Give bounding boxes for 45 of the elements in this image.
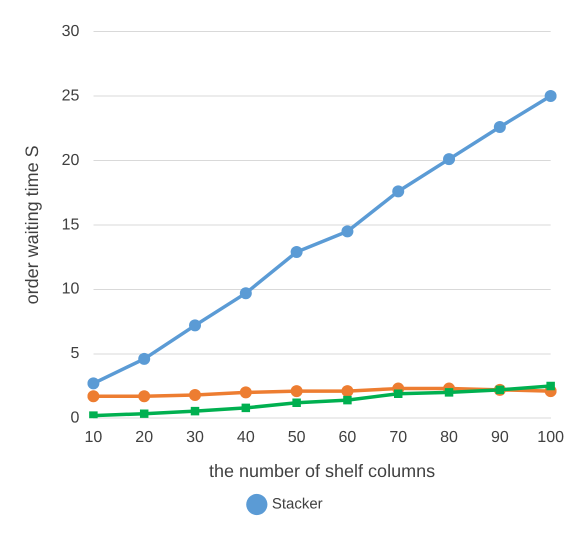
point bbox=[292, 398, 301, 407]
point bbox=[140, 409, 148, 418]
point bbox=[444, 388, 454, 397]
point bbox=[89, 411, 98, 418]
x-tick-label: 60 bbox=[338, 429, 356, 446]
y-tick-label: 0 bbox=[70, 410, 80, 427]
point bbox=[242, 404, 250, 412]
point bbox=[392, 185, 404, 198]
point bbox=[87, 390, 100, 402]
point bbox=[138, 352, 150, 365]
point bbox=[138, 390, 150, 402]
point bbox=[290, 246, 303, 258]
point bbox=[341, 225, 354, 238]
x-tick-label: 80 bbox=[440, 429, 458, 446]
x-tick-label: 70 bbox=[389, 429, 408, 446]
point bbox=[87, 377, 100, 390]
y-tick-label: 20 bbox=[62, 152, 80, 169]
y-tick-label: 5 bbox=[70, 345, 80, 362]
point bbox=[240, 386, 252, 398]
point bbox=[341, 385, 354, 398]
point bbox=[544, 90, 557, 102]
point bbox=[190, 406, 200, 416]
point bbox=[189, 389, 202, 402]
x-tick-label: 40 bbox=[236, 429, 255, 446]
y-tick-label: 30 bbox=[62, 23, 80, 40]
x-tick-label: 100 bbox=[537, 429, 564, 446]
point bbox=[343, 396, 352, 404]
y-tick-label: 25 bbox=[62, 87, 80, 104]
y-axis-title: order waiting time S bbox=[22, 145, 42, 304]
point bbox=[443, 153, 456, 166]
point bbox=[189, 319, 202, 332]
y-tick-label: 15 bbox=[62, 216, 80, 234]
point bbox=[494, 120, 506, 133]
x-tick-label: 50 bbox=[288, 429, 306, 446]
point bbox=[394, 389, 402, 398]
legend-label: Stacker bbox=[272, 496, 323, 513]
x-tick-label: 20 bbox=[135, 429, 154, 446]
x-axis-title: the number of shelf columns bbox=[208, 461, 436, 482]
x-tick-label: 90 bbox=[490, 429, 509, 446]
point bbox=[290, 385, 303, 398]
x-tick-label: 30 bbox=[186, 429, 204, 446]
y-tick-label: 10 bbox=[62, 280, 80, 298]
point bbox=[240, 287, 252, 300]
x-tick-label: 10 bbox=[84, 429, 102, 446]
point bbox=[546, 382, 555, 390]
